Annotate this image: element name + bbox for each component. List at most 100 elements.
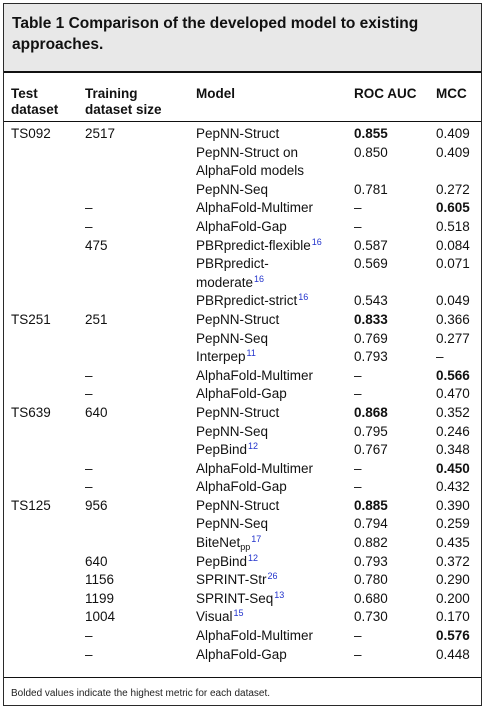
- cell-mcc: 0.071: [436, 256, 470, 272]
- cell-roc-auc: 0.868: [354, 404, 388, 420]
- table-row: – AlphaFold-Gap – 0.470: [4, 385, 481, 404]
- reference-link[interactable]: 15: [233, 608, 244, 619]
- cell-mcc: 0.049: [436, 293, 470, 309]
- top-rule: [4, 71, 481, 73]
- table-row: PBRpredict- 0.569 0.071: [4, 255, 481, 274]
- cell-model: SPRINT-Seq13: [196, 590, 284, 609]
- cell-mcc: 0.290: [436, 572, 470, 588]
- table-row: moderate16: [4, 274, 481, 293]
- table-row: TS092 2517 PepNN-Struct 0.855 0.409: [4, 125, 481, 144]
- cell-training-size: –: [85, 367, 93, 383]
- model-name: BiteNet: [196, 535, 241, 551]
- reference-link[interactable]: 17: [251, 534, 262, 545]
- header-test-line1: Test: [11, 86, 38, 101]
- table-row: TS125 956 PepNN-Struct 0.885 0.390: [4, 497, 481, 516]
- model-name: PepNN-Struct: [196, 404, 280, 420]
- cell-test-dataset: TS251: [11, 311, 51, 327]
- cell-model: PepNN-Struct: [196, 404, 279, 423]
- cell-training-size: 2517: [85, 126, 116, 141]
- model-name: Visual: [196, 609, 233, 625]
- table-row: – AlphaFold-Multimer – 0.450: [4, 460, 481, 479]
- cell-mcc: –: [436, 349, 444, 365]
- table-row: 1004 Visual15 0.730 0.170: [4, 608, 481, 627]
- cell-training-size: –: [85, 628, 93, 644]
- cell-mcc: 0.277: [436, 330, 470, 346]
- reference-link[interactable]: 16: [254, 273, 265, 284]
- model-name: AlphaFold-Gap: [196, 218, 287, 234]
- cell-roc-auc: 0.794: [354, 516, 388, 532]
- model-name: PepNN-Struct: [196, 497, 280, 513]
- header-rule: [4, 121, 481, 122]
- cell-roc-auc: –: [354, 367, 362, 383]
- table-row: 475 PBRpredict-flexible16 0.587 0.084: [4, 237, 481, 256]
- cell-roc-auc: –: [354, 200, 362, 216]
- cell-training-size: –: [85, 200, 93, 216]
- model-name: PepBind: [196, 553, 248, 569]
- cell-model: Interpep11: [196, 348, 256, 367]
- cell-roc-auc: 0.680: [354, 590, 388, 606]
- header-test-dataset: Test dataset: [11, 86, 58, 118]
- cell-roc-auc: 0.769: [354, 330, 388, 346]
- reference-link[interactable]: 12: [248, 441, 259, 452]
- model-name: AlphaFold-Gap: [196, 646, 287, 662]
- model-name: PepNN-Struct on: [196, 144, 299, 160]
- model-name: PepNN-Seq: [196, 516, 269, 532]
- cell-training-size: 475: [85, 237, 108, 253]
- cell-model: AlphaFold models: [196, 162, 304, 181]
- table-row: Interpep11 0.793 –: [4, 348, 481, 367]
- model-name: PBRpredict-strict: [196, 293, 298, 309]
- cell-model: PepNN-Struct: [196, 497, 279, 516]
- model-name: Interpep: [196, 349, 246, 365]
- model-name: PBRpredict-flexible: [196, 237, 311, 253]
- cell-roc-auc: 0.850: [354, 144, 388, 160]
- reference-link[interactable]: 11: [246, 348, 256, 359]
- cell-model: AlphaFold-Gap: [196, 218, 287, 237]
- header-mcc: MCC: [436, 86, 467, 101]
- model-name: AlphaFold-Multimer: [196, 367, 314, 383]
- cell-model: PepBind12: [196, 553, 258, 572]
- cell-mcc: 0.518: [436, 218, 470, 234]
- cell-model: PepNN-Struct on: [196, 144, 298, 163]
- cell-mcc: 0.352: [436, 404, 470, 420]
- header-training-line1: Training: [85, 86, 138, 101]
- cell-training-size: 1004: [85, 609, 116, 625]
- reference-link[interactable]: 26: [267, 571, 278, 582]
- table-caption: Table 1 Comparison of the developed mode…: [4, 4, 481, 71]
- cell-mcc: 0.432: [436, 479, 470, 495]
- table-row: PepNN-Struct on 0.850 0.409: [4, 144, 481, 163]
- cell-model: PepNN-Struct: [196, 311, 279, 330]
- table-row: PepNN-Seq 0.781 0.272: [4, 181, 481, 200]
- cell-mcc: 0.605: [436, 200, 470, 216]
- reference-link[interactable]: 16: [311, 236, 322, 247]
- cell-model: BiteNetpp17: [196, 534, 261, 553]
- cell-mcc: 0.084: [436, 237, 470, 253]
- table-row: PBRpredict-strict16 0.543 0.049: [4, 292, 481, 311]
- cell-training-size: 1156: [85, 572, 115, 588]
- reference-link[interactable]: 13: [274, 589, 285, 600]
- cell-training-size: –: [85, 479, 93, 495]
- cell-roc-auc: 0.543: [354, 293, 388, 309]
- cell-roc-auc: 0.780: [354, 572, 388, 588]
- cell-mcc: 0.366: [436, 311, 470, 327]
- cell-training-size: 640: [85, 404, 108, 420]
- model-name: SPRINT-Seq: [196, 590, 274, 606]
- table-row: – AlphaFold-Multimer – 0.576: [4, 627, 481, 646]
- table-row: – AlphaFold-Multimer – 0.566: [4, 367, 481, 386]
- cell-mcc: 0.566: [436, 367, 470, 383]
- header-model: Model: [196, 86, 235, 101]
- cell-roc-auc: 0.795: [354, 423, 388, 439]
- cell-model: Visual15: [196, 608, 244, 627]
- cell-model: PepNN-Struct: [196, 125, 279, 144]
- reference-link[interactable]: 16: [298, 292, 309, 303]
- table-row: – AlphaFold-Gap – 0.448: [4, 646, 481, 665]
- header-training-size: Training dataset size: [85, 86, 162, 118]
- reference-link[interactable]: 12: [248, 552, 259, 563]
- cell-test-dataset: TS125: [11, 497, 51, 513]
- model-name: PepNN-Seq: [196, 330, 269, 346]
- cell-mcc: 0.409: [436, 126, 470, 141]
- cell-mcc: 0.435: [436, 535, 470, 551]
- cell-mcc: 0.200: [436, 590, 470, 606]
- table-row: TS251 251 PepNN-Struct 0.833 0.366: [4, 311, 481, 330]
- model-name: AlphaFold models: [196, 163, 305, 179]
- table-row: PepNN-Seq 0.769 0.277: [4, 330, 481, 349]
